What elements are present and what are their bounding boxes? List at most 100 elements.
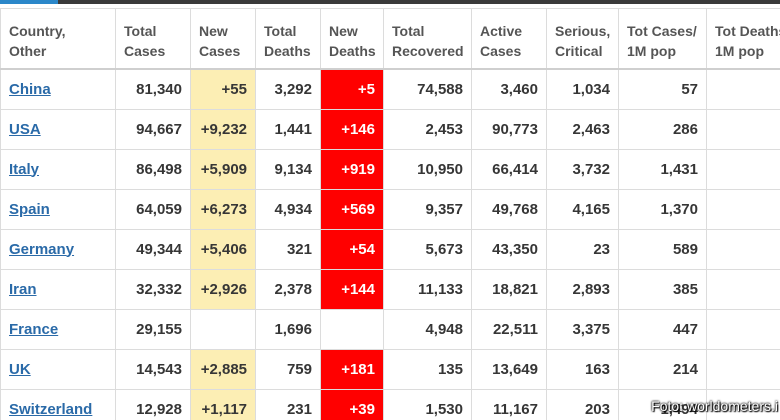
total-deaths-cell: 2,378 — [255, 268, 321, 310]
country-link[interactable]: Switzerland — [9, 400, 93, 418]
header-serious-critical[interactable]: Serious, Critical — [546, 8, 619, 70]
deaths-per-million-cell: 2 — [706, 388, 780, 420]
recovered-cell: 1,530 — [383, 388, 472, 420]
new-cases-cell: +2,926 — [190, 268, 256, 310]
total-cases-cell: 12,928 — [115, 388, 191, 420]
new-deaths-cell: +54 — [320, 228, 384, 270]
recovered-cell: 10,950 — [383, 148, 472, 190]
serious-critical-cell: 203 — [546, 388, 619, 420]
total-cases-cell: 81,340 — [115, 68, 191, 110]
top-accent-bar — [0, 0, 58, 4]
country-link[interactable]: Iran — [9, 280, 37, 298]
deaths-per-million-cell: 10 — [706, 188, 780, 230]
table-row: Germany 49,344 +5,406 321 +54 5,673 43,350 23 58… — [0, 228, 780, 270]
serious-critical-cell: 4,165 — [546, 188, 619, 230]
deaths-per-million-cell — [706, 108, 780, 150]
header-total-cases[interactable]: Total Cases — [115, 8, 191, 70]
header-label-line: 1M pop — [627, 43, 676, 59]
header-label-line: Critical — [555, 43, 603, 59]
country-link[interactable]: Germany — [9, 240, 75, 258]
header-total-recovered[interactable]: Total Recovered — [383, 8, 472, 70]
total-deaths-cell: 1,696 — [255, 308, 321, 350]
total-cases-cell: 14,543 — [115, 348, 191, 390]
covid-stats-table: Country, Other Total Cases New Cases Total Deat… — [0, 8, 780, 420]
new-cases-cell: +5,909 — [190, 148, 256, 190]
country-link[interactable]: France — [9, 320, 59, 338]
table-row: Iran 32,332 +2,926 2,378 +144 11,133 18,821 2,8… — [0, 268, 780, 310]
country-link[interactable]: USA — [9, 120, 41, 138]
header-label-line: Deaths — [264, 43, 311, 59]
total-cases-cell: 64,059 — [115, 188, 191, 230]
cases-per-million-cell: 1,494 — [618, 388, 707, 420]
header-label-line: Recovered — [392, 43, 464, 59]
total-cases-cell: 94,667 — [115, 108, 191, 150]
deaths-per-million-cell: 1 — [706, 348, 780, 390]
header-label-line: Tot Cases/ — [627, 23, 697, 39]
country-link[interactable]: UK — [9, 360, 31, 378]
header-label-line: Serious, — [555, 23, 611, 39]
cases-per-million-cell: 286 — [618, 108, 707, 150]
total-deaths-cell: 4,934 — [255, 188, 321, 230]
new-deaths-cell: +144 — [320, 268, 384, 310]
header-label-line: Total — [124, 23, 157, 39]
header-label-line: Other — [9, 43, 47, 59]
table-row: Switzerland 12,928 +1,117 231 +39 1,530 11,167… — [0, 388, 780, 420]
serious-critical-cell: 3,732 — [546, 148, 619, 190]
table-row: USA 94,667 +9,232 1,441 +146 2,453 90,773 2,463… — [0, 108, 780, 150]
deaths-per-million-cell — [706, 68, 780, 110]
total-deaths-cell: 1,441 — [255, 108, 321, 150]
serious-critical-cell: 163 — [546, 348, 619, 390]
country-link[interactable]: China — [9, 80, 51, 98]
country-cell: Iran — [0, 268, 116, 310]
new-deaths-cell: +919 — [320, 148, 384, 190]
country-link[interactable]: Spain — [9, 200, 50, 218]
country-cell: Germany — [0, 228, 116, 270]
deaths-per-million-cell: 2 — [706, 268, 780, 310]
new-cases-cell: +6,273 — [190, 188, 256, 230]
table-row: Spain 64,059 +6,273 4,934 +569 9,357 49,768 4,1… — [0, 188, 780, 230]
table-body: China 81,340 +55 3,292 +5 74,588 3,460 1,034 57 U… — [0, 68, 780, 420]
serious-critical-cell: 2,463 — [546, 108, 619, 150]
active-cases-cell: 49,768 — [471, 188, 547, 230]
active-cases-cell: 66,414 — [471, 148, 547, 190]
country-cell: Switzerland — [0, 388, 116, 420]
header-label-line: 1M pop — [715, 43, 764, 59]
recovered-cell: 11,133 — [383, 268, 472, 310]
header-total-deaths[interactable]: Total Deaths — [255, 8, 321, 70]
header-label-line: Cases — [124, 43, 166, 59]
active-cases-cell: 43,350 — [471, 228, 547, 270]
total-deaths-cell: 9,134 — [255, 148, 321, 190]
new-deaths-cell: +146 — [320, 108, 384, 150]
deaths-per-million-cell — [706, 228, 780, 270]
active-cases-cell: 18,821 — [471, 268, 547, 310]
new-cases-cell: +2,885 — [190, 348, 256, 390]
total-cases-cell: 49,344 — [115, 228, 191, 270]
new-cases-cell: +1,117 — [190, 388, 256, 420]
header-cases-per-million[interactable]: Tot Cases/1M pop — [618, 8, 707, 70]
new-deaths-cell: +569 — [320, 188, 384, 230]
table-row: China 81,340 +55 3,292 +5 74,588 3,460 1,034 57 — [0, 68, 780, 110]
header-country[interactable]: Country, Other — [0, 8, 116, 70]
deaths-per-million-cell: 15 — [706, 148, 780, 190]
watermark-credit: Foto: worldometers.i — [651, 398, 778, 414]
header-deaths-per-million[interactable]: Tot Deaths/1M pop — [706, 8, 780, 70]
country-link[interactable]: Italy — [9, 160, 40, 178]
new-cases-cell — [190, 308, 256, 350]
header-label-line: Active — [480, 23, 523, 39]
country-cell: France — [0, 308, 116, 350]
active-cases-cell: 90,773 — [471, 108, 547, 150]
active-cases-cell: 13,649 — [471, 348, 547, 390]
total-cases-cell: 32,332 — [115, 268, 191, 310]
country-cell: USA — [0, 108, 116, 150]
total-cases-cell: 29,155 — [115, 308, 191, 350]
header-label-line: Tot Deaths/ — [715, 23, 780, 39]
recovered-cell: 4,948 — [383, 308, 472, 350]
header-new-cases[interactable]: New Cases — [190, 8, 256, 70]
recovered-cell: 5,673 — [383, 228, 472, 270]
top-border — [0, 0, 780, 4]
total-cases-cell: 86,498 — [115, 148, 191, 190]
deaths-per-million-cell: 2 — [706, 308, 780, 350]
header-active-cases[interactable]: Active Cases — [471, 8, 547, 70]
header-new-deaths[interactable]: New Deaths — [320, 8, 384, 70]
